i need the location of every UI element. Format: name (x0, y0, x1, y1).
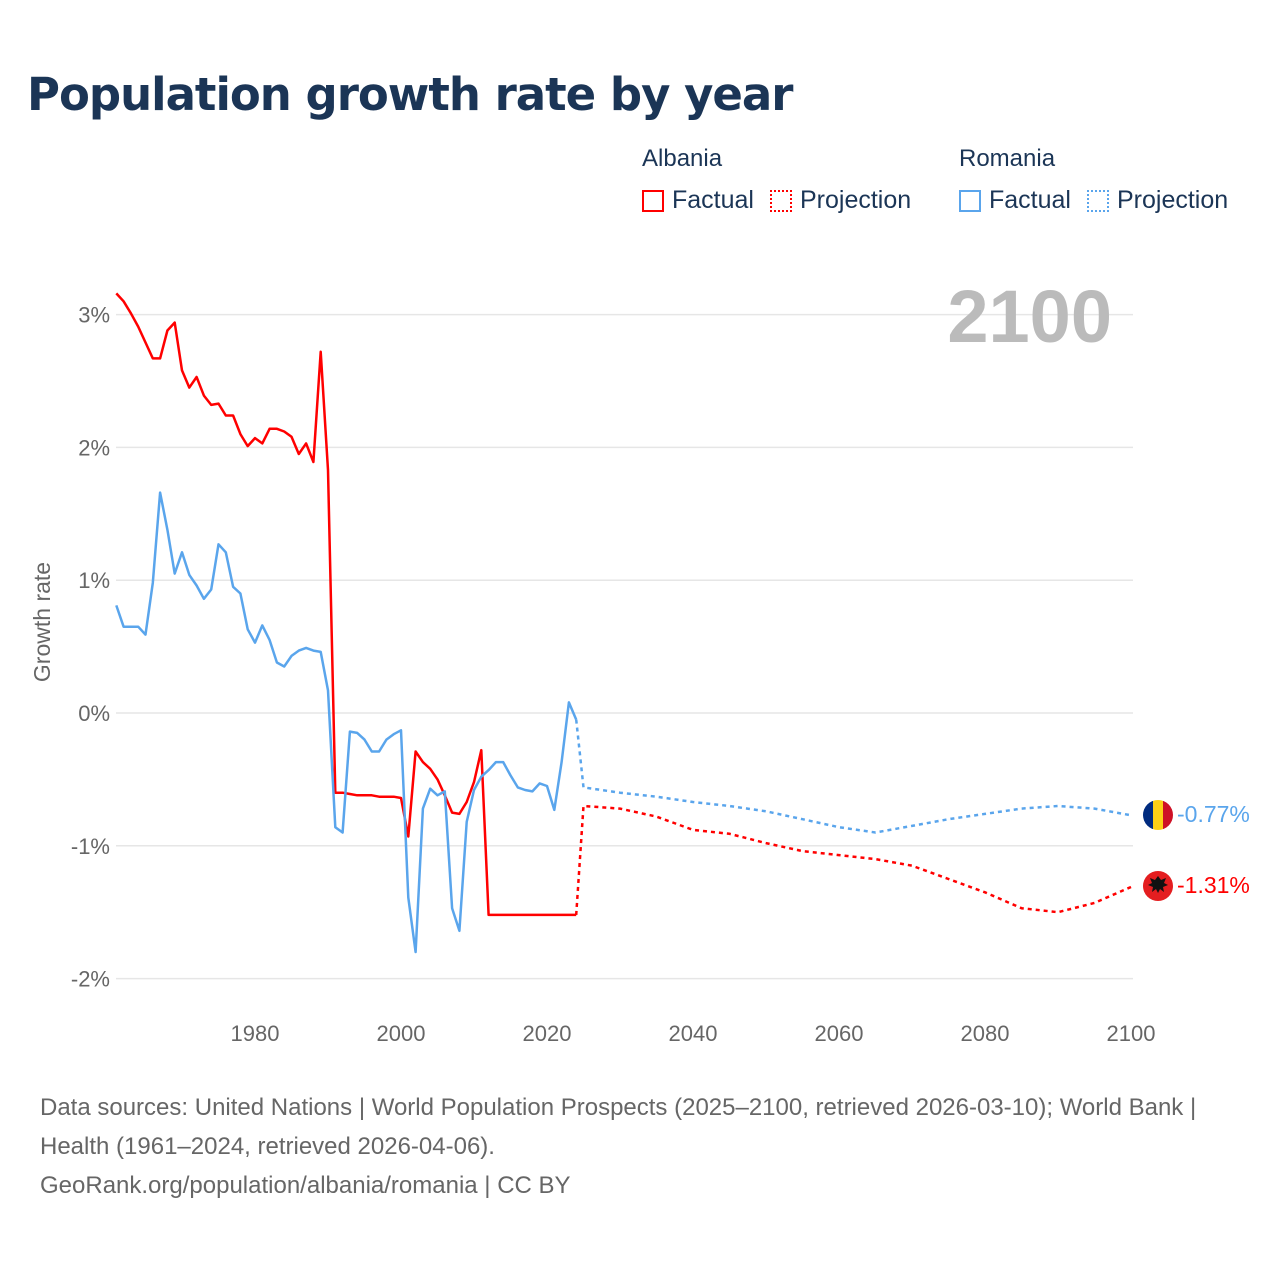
y-tick-label: 2% (78, 435, 110, 460)
chart-title: Population growth rate by year (27, 68, 793, 121)
series-line-albania-projection (574, 804, 1132, 915)
y-tick-label: -2% (71, 967, 110, 992)
legend-group-romania: Romania (959, 145, 1056, 172)
legend-group-albania: Albania (642, 145, 723, 172)
x-tick-label: 2060 (815, 1021, 864, 1046)
series-line-romania-factual (115, 491, 578, 954)
legend-swatch-dotted (1086, 189, 1109, 212)
legend-label: Projection (799, 186, 912, 214)
legend-label: Projection (1116, 186, 1229, 214)
y-tick-label: 0% (78, 701, 110, 726)
x-tick-label: 1980 (231, 1021, 280, 1046)
x-tick-label: 2080 (961, 1021, 1010, 1046)
series-line-albania-factual (115, 292, 577, 917)
chart-area: 3% 2% 1% 0% -1% -2% 1980 2000 2020 2040 2060 2080 21… (29, 275, 1250, 1046)
legend-item-albania-projection[interactable]: Projection (769, 186, 912, 215)
y-tick-label: -1% (71, 834, 110, 859)
legend-swatch-solid (642, 189, 664, 212)
year-watermark: 2100 (947, 275, 1112, 358)
x-tick-label: 2000 (377, 1021, 426, 1046)
legend-label: Factual (989, 186, 1071, 214)
legend-item-romania-projection[interactable]: Projection (1086, 186, 1229, 215)
albania-flag-icon (1143, 871, 1173, 901)
legend-item-romania-factual[interactable]: Factual (959, 186, 1071, 215)
attribution-link[interactable]: GeoRank.org/population/albania/romania |… (40, 1172, 571, 1199)
y-tick-label: 1% (78, 568, 110, 593)
legend-item-albania-factual[interactable]: Factual (642, 186, 754, 215)
data-sources: Data sources: United Nations | World Pop… (40, 1094, 1197, 1160)
legend-swatch-solid (959, 189, 981, 212)
footer: Data sources: United Nations | World Pop… (40, 1088, 1240, 1205)
series-line-romania-projection (574, 719, 1132, 834)
legend-swatch-dotted (769, 189, 792, 212)
x-tick-label: 2100 (1107, 1021, 1156, 1046)
legend-romania: Factual Projection (959, 186, 1244, 215)
x-tick-label: 2040 (669, 1021, 718, 1046)
legend-label: Factual (672, 186, 754, 214)
y-axis-label: Growth rate (29, 562, 55, 682)
y-tick-label: 3% (78, 303, 110, 328)
albania-end-label: -1.31% (1177, 872, 1250, 898)
romania-flag-icon (1143, 800, 1173, 830)
legend-albania: Factual Projection (642, 186, 927, 215)
x-tick-label: 2020 (523, 1021, 572, 1046)
romania-end-label: -0.77% (1177, 801, 1250, 827)
